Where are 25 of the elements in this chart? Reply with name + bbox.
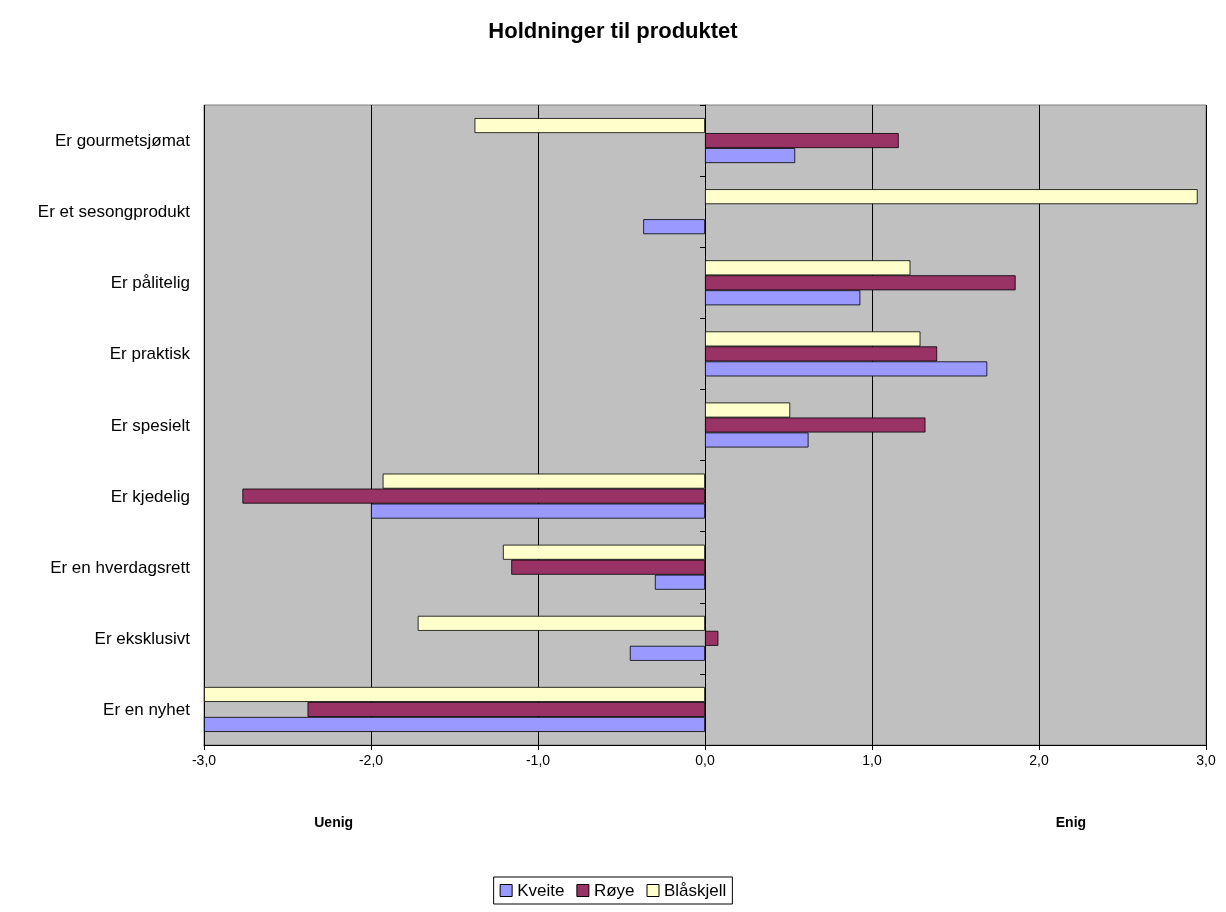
bar xyxy=(705,630,719,646)
y-tick-label: Er gourmetsjømat xyxy=(54,131,191,151)
bar xyxy=(643,219,705,235)
x-tick-label: -3,0 xyxy=(191,752,217,768)
y-tick-label: Er en nyhet xyxy=(103,699,191,719)
x-tick-label: 0,0 xyxy=(695,752,715,768)
x-tick-label: -1,0 xyxy=(525,752,551,768)
y-tick-label: Er en hverdagsrett xyxy=(50,557,191,577)
bar xyxy=(629,645,705,661)
x-tick-label: 2,0 xyxy=(1029,752,1049,768)
text: Enig xyxy=(1055,814,1087,830)
text: Uenig xyxy=(314,814,354,830)
x-tick-label: -2,0 xyxy=(358,752,384,768)
y-tick-label: Er et sesongprodukt xyxy=(37,202,191,222)
y-tick-label: Er eksklusivt xyxy=(94,628,191,648)
legend-label: Røye xyxy=(593,881,635,900)
x-tick-label: 3,0 xyxy=(1196,752,1216,768)
y-tick-label: Er kjedelig xyxy=(110,486,190,506)
y-tick-label: Er spesielt xyxy=(110,415,191,435)
y-tick-label: Er pålitelig xyxy=(110,273,190,293)
x-tick-label: 1,0 xyxy=(862,752,882,768)
y-tick-label: Er praktisk xyxy=(109,344,191,364)
legend-label: Kveite xyxy=(517,881,565,900)
chart-title: Holdninger til produktet xyxy=(488,17,739,43)
legend-label: Blåskjell xyxy=(664,881,727,900)
